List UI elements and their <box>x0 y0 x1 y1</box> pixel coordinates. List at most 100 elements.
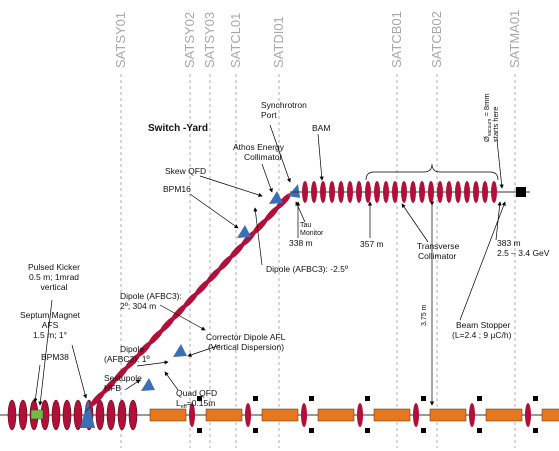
bam: BAM <box>312 123 330 133</box>
quadrupole <box>147 328 164 346</box>
quadrupole <box>73 399 83 431</box>
cavity <box>541 408 559 422</box>
marker <box>533 428 538 433</box>
quadrupole <box>245 403 251 427</box>
marker <box>477 396 482 401</box>
quadrupole <box>51 399 61 431</box>
quadrupole <box>101 377 118 395</box>
quadrupole <box>401 181 407 203</box>
dipole <box>141 378 155 391</box>
quadrupole <box>347 181 353 203</box>
quadrupole <box>240 230 257 247</box>
marker <box>477 428 482 433</box>
cavity <box>149 408 187 422</box>
title: Switch -Yard <box>148 123 208 134</box>
section-label: SATSY02 <box>182 12 197 68</box>
quadrupole <box>491 181 497 203</box>
marker <box>421 428 426 433</box>
quadrupole <box>275 193 292 210</box>
quadrupole <box>473 181 479 203</box>
section-label: SATSY01 <box>113 12 128 68</box>
marker <box>309 428 314 433</box>
dipole-neg: Dipole (AFBC3): -2.5º <box>266 264 348 274</box>
quadrupole <box>113 365 129 383</box>
section-label: SATCB02 <box>429 11 444 68</box>
quadrupole <box>217 254 234 272</box>
beam-stopper: Beam Stopper (L=2.4 ; 9 µC/h) <box>452 320 512 340</box>
cavity <box>261 408 299 422</box>
marker <box>253 428 258 433</box>
position: 383 m 2.5 – 3.4 GeV <box>497 238 550 258</box>
quadrupole <box>455 181 461 203</box>
bpm38: BPM38 <box>41 352 69 362</box>
skew-qfd: Skew QFD <box>165 166 206 176</box>
marker <box>365 396 370 401</box>
quadrupole <box>106 399 116 431</box>
quadrupole <box>383 181 389 203</box>
tau-monitor: Tau Monitor <box>300 222 324 237</box>
position: 357 m <box>360 239 384 249</box>
dipole <box>269 191 283 204</box>
quadrupole <box>263 205 280 223</box>
quadrupole <box>128 399 138 431</box>
quadrupole <box>419 181 425 203</box>
marker <box>197 396 202 401</box>
dipole-1: Dipole (AFBC3): 1º <box>104 344 150 364</box>
quadrupole <box>413 403 419 427</box>
marker <box>253 396 258 401</box>
quadrupole <box>18 399 28 431</box>
pulsed-kicker: Pulsed Kicker 0.5 m; 1mrad vertical <box>28 262 80 292</box>
cavity <box>485 408 523 422</box>
corrector: Corrector Dipole AFL (Vertical Dispersion… <box>206 332 286 352</box>
dipole <box>173 344 187 357</box>
sextupole: Sextupole HFB <box>104 373 142 393</box>
quadrupole <box>189 403 195 427</box>
quadrupole <box>117 399 127 431</box>
distance: 3.75 m <box>421 304 428 326</box>
section-label: SATCB01 <box>389 11 404 68</box>
quadrupole <box>329 181 335 203</box>
annotations: Switch -Yard Synchrotron Port BAM Athos E… <box>20 93 550 410</box>
quadrupole <box>392 181 398 203</box>
transverse-collimator: Transverse Collimator <box>417 241 459 261</box>
quadrupole <box>410 181 416 203</box>
quadrupole <box>446 181 452 203</box>
quadrupole <box>136 340 152 358</box>
quadrupole <box>229 242 245 260</box>
quadrupole <box>374 181 380 203</box>
dipole <box>237 225 251 238</box>
quadrupole <box>302 181 308 203</box>
marker <box>533 396 538 401</box>
cavity <box>373 408 411 422</box>
quadrupole <box>356 181 362 203</box>
cavity <box>429 408 467 422</box>
beam-stopper <box>516 187 526 197</box>
quadrupole <box>464 181 470 203</box>
leader-lines <box>33 124 506 406</box>
quadrupole <box>194 279 210 296</box>
beamline <box>0 181 559 433</box>
quadrupole <box>7 399 17 431</box>
synchrotron-port: Synchrotron Port <box>261 100 307 120</box>
quadrupole <box>205 267 222 284</box>
quadrupole <box>320 181 326 203</box>
section-labels: SATSY01 SATSY02 SATSY03 SATCL01 SATDI01 SATCB… <box>113 10 522 448</box>
section-label: SATCL01 <box>228 13 243 68</box>
section-label: SATDI01 <box>271 16 286 68</box>
septum: Septum Magnet AFS 1.5 m; 1° <box>20 310 81 340</box>
section-label: SATMA01 <box>507 10 522 68</box>
quadrupole <box>437 181 443 203</box>
vacuum-note: Øvacuum = 8mmstarts here <box>482 93 500 142</box>
quadrupole <box>357 403 363 427</box>
section-label: SATSY03 <box>202 12 217 68</box>
marker <box>421 396 426 401</box>
marker <box>365 428 370 433</box>
bpm16: BPM16 <box>163 184 191 194</box>
quadrupole <box>365 181 371 203</box>
quadrupole <box>482 181 488 203</box>
quadrupole <box>338 181 344 203</box>
cavity <box>205 408 243 422</box>
quadrupole <box>301 403 307 427</box>
quadrupole <box>525 403 531 427</box>
